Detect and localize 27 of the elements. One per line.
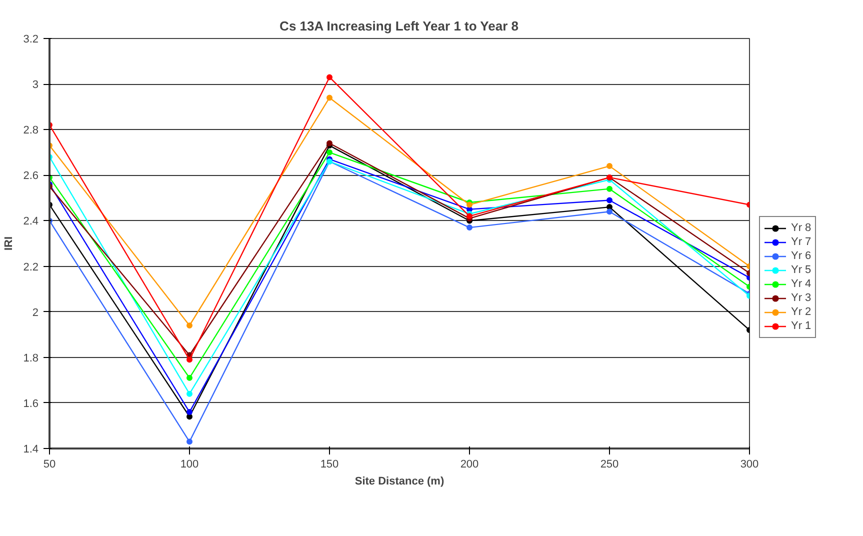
legend-label: Yr 6	[791, 249, 812, 263]
legend-label: Yr 5	[791, 263, 812, 277]
y-tick-label: 3.2	[23, 34, 39, 46]
legend-label: Yr 4	[791, 277, 812, 291]
legend-label: Yr 7	[791, 235, 812, 249]
y-tick-label: 1.6	[23, 398, 39, 410]
x-tick-label: 150	[320, 458, 339, 470]
x-tick-label: 250	[600, 458, 619, 470]
legend-label: Yr 3	[791, 291, 812, 305]
x-tick-label: 200	[460, 458, 479, 470]
y-axis-title: IRI	[3, 236, 16, 251]
legend-label: Yr 2	[791, 305, 812, 319]
y-tick-label: 1.4	[23, 444, 39, 456]
chart-title: Cs 13A Increasing Left Year 1 to Year 8	[280, 18, 519, 34]
x-tick-label: 300	[740, 458, 759, 470]
y-tick-label: 1.8	[23, 352, 39, 364]
y-tick-label: 2.2	[23, 261, 39, 274]
y-tick-label: 2.4	[23, 216, 39, 228]
y-tick-label: 2	[32, 306, 39, 319]
x-tick-label: 100	[180, 458, 199, 470]
legend-label: Yr 1	[791, 319, 812, 333]
x-axis-title: Site Distance (m)	[354, 476, 444, 488]
x-tick-label: 50	[43, 458, 56, 470]
y-tick-label: 3	[32, 79, 39, 92]
y-tick-label: 2.6	[23, 170, 39, 182]
legend-label: Yr 8	[791, 221, 812, 235]
y-tick-label: 2.8	[23, 124, 39, 137]
